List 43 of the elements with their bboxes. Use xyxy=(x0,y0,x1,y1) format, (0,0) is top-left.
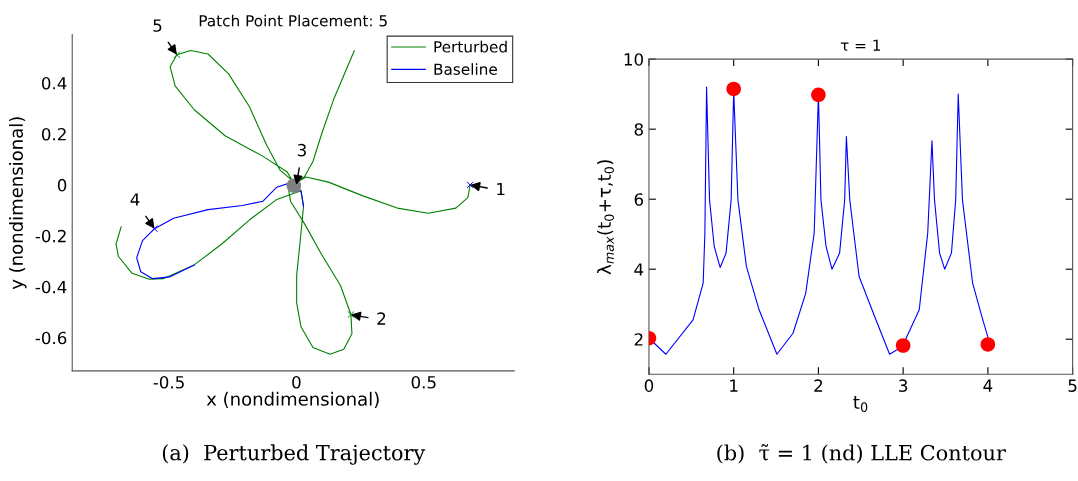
y-tick-label: 6 xyxy=(634,193,644,206)
y-tick-label: 10 xyxy=(624,53,643,66)
point xyxy=(347,310,355,319)
annotation: 2 xyxy=(377,312,386,325)
chart-title: τ = 1 xyxy=(840,39,881,51)
y-tick-label: -0.4 xyxy=(35,280,67,294)
y-tick-label: 8 xyxy=(634,123,643,136)
annotation: 5 xyxy=(153,19,162,32)
x-tick-label: 5 xyxy=(1068,379,1077,392)
y-tick-label: 0 xyxy=(57,178,67,192)
x-tick-label: 0.5 xyxy=(411,376,436,389)
x-tick-label: 3 xyxy=(899,379,908,392)
text: (b) τ̃ = 1 (nd) LLE Contour xyxy=(717,444,1006,464)
y-axis-title: λ$_{max}$(t$_{0}$+τ,t$_{0}$) xyxy=(597,160,614,275)
annotation: 3 xyxy=(297,143,306,157)
x-tick-label: 2 xyxy=(814,379,823,392)
x-tick-label: -0.5 xyxy=(153,376,184,389)
y-tick-label: 2 xyxy=(634,333,643,346)
x-tick-label: 4 xyxy=(983,379,993,392)
text: (a) Perturbed Trajectory xyxy=(162,444,426,465)
y-tick-label: 0.4 xyxy=(41,76,67,90)
annotation: 1 xyxy=(497,182,505,196)
point xyxy=(726,81,741,97)
annotation: 4 xyxy=(130,193,140,206)
x-tick-label: 1 xyxy=(730,379,738,392)
y-tick-label: 4 xyxy=(634,263,644,276)
x-tick-label: 0 xyxy=(292,376,301,389)
x-tick-label: 0 xyxy=(644,379,654,392)
y-tick-label: 0.2 xyxy=(41,127,66,141)
chart-title: Patch Point Placement: 5 xyxy=(199,14,387,27)
legend-label: Baseline xyxy=(434,63,497,75)
x-axis-title: t$_{0}$ xyxy=(853,396,868,412)
y-tick-label: -0.6 xyxy=(35,331,67,345)
point xyxy=(980,337,996,352)
y-tick-label: -0.2 xyxy=(35,229,66,243)
point xyxy=(811,87,826,103)
point xyxy=(173,51,181,59)
y-axis-title: y (nondimensional) xyxy=(9,117,27,290)
point xyxy=(895,338,911,353)
x-axis-title: x (nondimensional) xyxy=(206,391,379,408)
point xyxy=(150,225,159,233)
legend-label: Perturbed xyxy=(434,40,507,53)
point xyxy=(466,181,474,189)
